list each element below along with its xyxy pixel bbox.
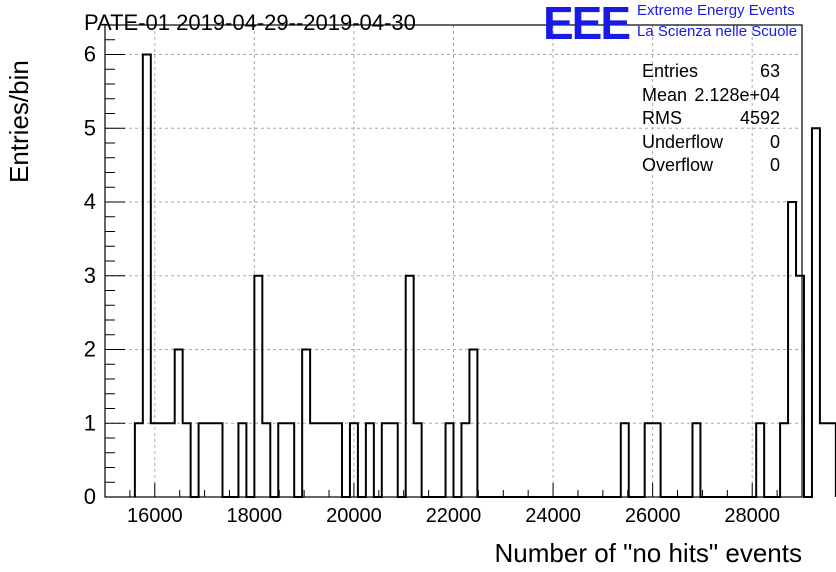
stats-key: Entries: [642, 61, 699, 81]
stats-key: RMS: [642, 108, 682, 128]
eee-logo: EEE: [543, 0, 631, 49]
x-tick-label: 26000: [625, 505, 681, 527]
y-tick-label: 0: [84, 484, 96, 509]
logo-line-1: Extreme Energy Events: [637, 2, 795, 19]
y-tick-label: 2: [84, 337, 96, 362]
y-tick-label: 1: [84, 410, 96, 435]
x-tick-label: 28000: [724, 505, 780, 527]
x-axis-ticks: 16000 18000 20000 22000 24000 26000 28000: [104, 483, 803, 527]
stats-row-underflow: Underflow 0: [642, 131, 780, 155]
stats-value: 0: [769, 131, 780, 152]
x-tick-label: 20000: [326, 505, 382, 527]
stats-row-entries: Entries 63: [642, 60, 780, 84]
stats-row-rms: RMS 4592: [642, 107, 780, 131]
stats-value: 2.128e+04: [694, 84, 780, 105]
logo-line-2: La Scienza nelle Scuole: [637, 23, 798, 40]
y-tick-label: 6: [84, 42, 96, 67]
x-tick-label: 24000: [525, 505, 581, 527]
y-tick-label: 3: [84, 263, 96, 288]
stats-value: 0: [769, 155, 780, 175]
stats-value: 4592: [739, 108, 780, 128]
x-tick-label: 18000: [227, 505, 283, 527]
stats-row-mean: Mean 2.128e+04: [642, 84, 780, 108]
x-axis-label: Number of "no hits" events: [494, 538, 803, 568]
stats-key: Underflow: [642, 131, 724, 152]
x-tick-label: 16000: [127, 505, 183, 527]
y-tick-label: 5: [84, 115, 96, 140]
stats-key: Mean: [642, 84, 688, 105]
stats-value: 63: [759, 61, 780, 81]
y-tick-label: 4: [84, 189, 96, 214]
x-tick-label: 22000: [426, 505, 482, 527]
stats-key: Overflow: [642, 155, 714, 175]
stats-box: Entries 63 Mean 2.128e+04 RMS 4592 Under…: [642, 60, 780, 178]
y-axis-label: Entries/bin: [4, 60, 34, 183]
y-axis-ticks: 0 1 2 3 4 5 6: [84, 24, 125, 509]
stats-row-overflow: Overflow 0: [642, 154, 780, 178]
chart-title: PATE-01 2019-04-29--2019-04-30: [84, 10, 416, 35]
